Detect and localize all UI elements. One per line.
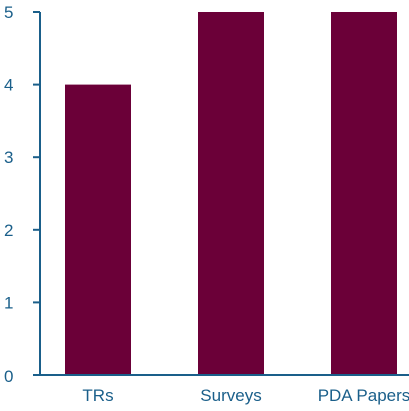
y-tick-labels: 0 1 2 3 4 5 bbox=[4, 3, 13, 386]
x-tick-labels: TRs Surveys PDA Papers bbox=[82, 386, 409, 405]
axes-group bbox=[33, 11, 409, 376]
bar-trs bbox=[65, 84, 131, 375]
bar-pda-papers bbox=[331, 12, 397, 375]
y-tick-label: 0 bbox=[4, 367, 13, 386]
y-tick-label: 2 bbox=[4, 221, 13, 240]
bar-surveys bbox=[198, 12, 264, 375]
x-tick-label: Surveys bbox=[200, 386, 261, 405]
y-tick-label: 1 bbox=[4, 293, 13, 312]
bars-group bbox=[65, 12, 397, 375]
y-tick-label: 5 bbox=[4, 3, 13, 22]
y-tick-label: 4 bbox=[4, 76, 13, 95]
x-tick-label: TRs bbox=[82, 386, 113, 405]
y-tick-label: 3 bbox=[4, 148, 13, 167]
x-tick-label: PDA Papers bbox=[318, 386, 409, 405]
